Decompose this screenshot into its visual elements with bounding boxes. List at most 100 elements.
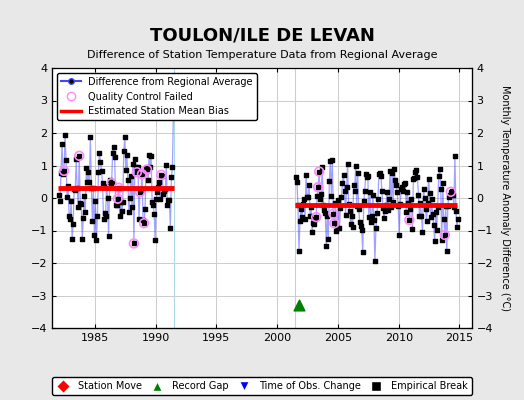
Point <box>398 184 407 190</box>
Point <box>355 219 364 225</box>
Point <box>414 192 423 198</box>
Point <box>383 189 391 195</box>
Point <box>389 199 397 206</box>
Point <box>450 204 458 210</box>
Point <box>312 214 320 220</box>
Point <box>300 196 308 202</box>
Point <box>111 153 119 160</box>
Point <box>317 191 325 198</box>
Point <box>158 173 167 179</box>
Point <box>339 180 347 186</box>
Point <box>84 169 93 175</box>
Point <box>133 169 141 176</box>
Point <box>136 189 144 195</box>
Point <box>352 162 360 169</box>
Point <box>146 164 154 170</box>
Point <box>87 184 95 191</box>
Point <box>124 176 132 183</box>
Point <box>432 226 441 233</box>
Point <box>83 178 92 185</box>
Point <box>370 216 378 223</box>
Point <box>85 178 94 185</box>
Point <box>119 148 128 154</box>
Point <box>351 188 359 195</box>
Point <box>107 180 116 186</box>
Point <box>116 199 125 205</box>
Point <box>336 205 345 212</box>
Point <box>441 232 449 238</box>
Point <box>165 196 173 203</box>
Point <box>399 188 408 194</box>
Point <box>130 240 138 247</box>
Point <box>160 188 169 194</box>
Point <box>341 212 350 218</box>
Point <box>128 204 136 210</box>
Point <box>82 165 91 172</box>
Point <box>299 201 307 208</box>
Point <box>449 192 457 198</box>
Point <box>60 168 68 174</box>
Point <box>295 248 303 254</box>
Point <box>113 202 121 208</box>
Point <box>408 226 417 232</box>
Point <box>445 192 454 198</box>
Point <box>308 229 316 235</box>
Point <box>358 249 367 256</box>
Point <box>96 159 105 165</box>
Y-axis label: Monthly Temperature Anomaly Difference (°C): Monthly Temperature Anomaly Difference (… <box>499 85 510 311</box>
Point <box>118 199 127 206</box>
Point <box>136 189 144 195</box>
Point <box>330 220 339 226</box>
Point <box>324 236 333 242</box>
Point <box>309 220 318 226</box>
Point <box>115 184 123 191</box>
Point <box>292 174 300 180</box>
Point <box>420 195 429 201</box>
Point <box>298 214 306 221</box>
Point <box>71 187 79 194</box>
Point <box>97 168 106 174</box>
Point <box>340 172 348 178</box>
Point <box>137 187 145 194</box>
Point <box>331 200 340 206</box>
Point <box>410 175 419 182</box>
Point <box>385 196 394 202</box>
Point <box>381 208 389 214</box>
Point <box>344 201 353 208</box>
Point <box>377 172 385 179</box>
Point <box>397 186 406 192</box>
Point <box>145 152 154 158</box>
Point <box>125 209 133 215</box>
Point <box>315 168 323 175</box>
Point <box>60 168 68 174</box>
Point <box>142 164 150 171</box>
Point <box>425 190 434 197</box>
Point <box>72 156 80 162</box>
Point <box>401 180 409 186</box>
Point <box>133 169 141 176</box>
Point <box>424 176 433 182</box>
Point <box>451 153 459 159</box>
Text: Difference of Station Temperature Data from Regional Average: Difference of Station Temperature Data f… <box>87 50 437 60</box>
Point <box>159 190 168 197</box>
Point <box>322 243 331 249</box>
Point <box>347 213 356 219</box>
Point <box>445 194 453 200</box>
Point <box>342 184 351 190</box>
Point <box>57 170 65 176</box>
Point <box>329 211 337 217</box>
Point <box>390 166 398 172</box>
Point <box>166 225 174 232</box>
Point <box>108 150 117 156</box>
Point <box>428 196 436 202</box>
Point <box>356 223 365 229</box>
Point <box>78 236 86 242</box>
Point <box>110 143 118 150</box>
Point <box>157 172 166 178</box>
Point <box>441 232 449 238</box>
Point <box>157 172 166 178</box>
Point <box>101 210 109 217</box>
Point <box>122 167 130 174</box>
Point <box>149 202 157 208</box>
Point <box>126 195 134 201</box>
